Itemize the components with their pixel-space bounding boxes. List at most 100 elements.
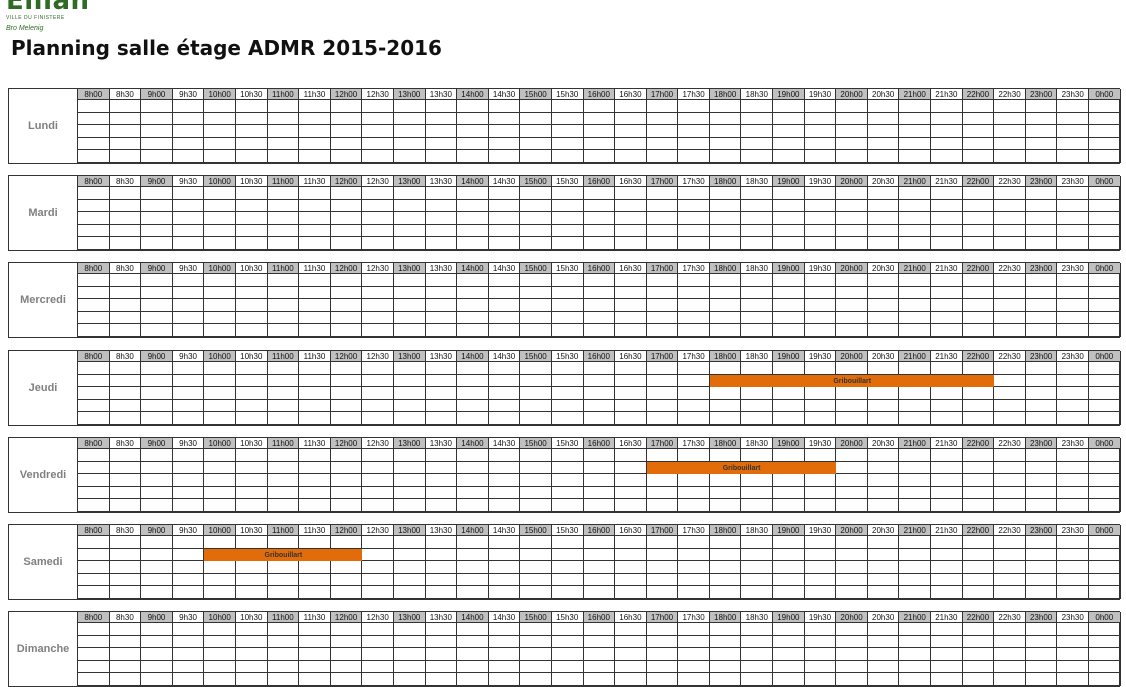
schedule-cell[interactable] — [678, 286, 710, 299]
schedule-cell[interactable] — [204, 573, 236, 586]
schedule-cell[interactable] — [583, 461, 616, 474]
schedule-cell[interactable] — [488, 586, 521, 599]
schedule-cell[interactable] — [551, 412, 584, 425]
schedule-cell[interactable] — [615, 673, 647, 686]
schedule-cell[interactable] — [678, 673, 710, 686]
schedule-cell[interactable] — [867, 125, 900, 138]
schedule-cell[interactable] — [867, 461, 900, 474]
schedule-cell[interactable] — [204, 212, 236, 225]
schedule-cell[interactable] — [615, 199, 647, 212]
schedule-cell[interactable] — [1057, 286, 1089, 299]
schedule-cell[interactable] — [362, 324, 394, 337]
schedule-cell[interactable] — [141, 623, 173, 636]
schedule-cell[interactable] — [393, 412, 426, 425]
schedule-cell[interactable] — [204, 499, 236, 512]
schedule-cell[interactable] — [425, 474, 458, 487]
schedule-cell[interactable] — [235, 212, 268, 225]
schedule-cell[interactable] — [867, 150, 900, 163]
schedule-cell[interactable] — [1089, 299, 1121, 312]
schedule-cell[interactable] — [931, 412, 963, 425]
schedule-cell[interactable] — [678, 635, 710, 648]
schedule-cell[interactable] — [931, 299, 963, 312]
schedule-cell[interactable] — [615, 237, 647, 250]
schedule-cell[interactable] — [804, 648, 837, 661]
schedule-cell[interactable] — [994, 486, 1026, 499]
schedule-cell[interactable] — [773, 187, 805, 200]
schedule-cell[interactable] — [583, 449, 616, 462]
schedule-cell[interactable] — [204, 648, 236, 661]
schedule-cell[interactable] — [299, 660, 331, 673]
schedule-cell[interactable] — [741, 387, 774, 400]
schedule-cell[interactable] — [836, 573, 868, 586]
schedule-cell[interactable] — [551, 399, 584, 412]
schedule-cell[interactable] — [172, 187, 205, 200]
schedule-cell[interactable] — [836, 224, 868, 237]
schedule-cell[interactable] — [457, 648, 489, 661]
schedule-cell[interactable] — [962, 412, 995, 425]
schedule-cell[interactable] — [362, 486, 394, 499]
schedule-cell[interactable] — [457, 212, 489, 225]
schedule-cell[interactable] — [235, 387, 268, 400]
schedule-cell[interactable] — [962, 137, 995, 150]
schedule-cell[interactable] — [646, 648, 679, 661]
schedule-cell[interactable] — [235, 299, 268, 312]
schedule-cell[interactable] — [1025, 125, 1058, 138]
schedule-cell[interactable] — [773, 137, 805, 150]
schedule-cell[interactable] — [520, 586, 552, 599]
schedule-cell[interactable] — [235, 274, 268, 287]
schedule-cell[interactable] — [172, 399, 205, 412]
schedule-cell[interactable] — [267, 412, 300, 425]
schedule-cell[interactable] — [1025, 137, 1058, 150]
schedule-cell[interactable] — [804, 548, 837, 561]
schedule-cell[interactable] — [457, 237, 489, 250]
schedule-cell[interactable] — [804, 412, 837, 425]
schedule-cell[interactable] — [615, 362, 647, 375]
schedule-cell[interactable] — [836, 125, 868, 138]
schedule-cell[interactable] — [457, 199, 489, 212]
schedule-cell[interactable] — [78, 112, 110, 125]
schedule-cell[interactable] — [994, 362, 1026, 375]
schedule-cell[interactable] — [836, 311, 868, 324]
schedule-cell[interactable] — [994, 137, 1026, 150]
schedule-cell[interactable] — [836, 112, 868, 125]
schedule-cell[interactable] — [741, 100, 774, 113]
schedule-cell[interactable] — [804, 100, 837, 113]
schedule-cell[interactable] — [78, 299, 110, 312]
schedule-cell[interactable] — [109, 536, 142, 549]
schedule-cell[interactable] — [551, 461, 584, 474]
schedule-cell[interactable] — [709, 573, 742, 586]
schedule-cell[interactable] — [488, 673, 521, 686]
schedule-cell[interactable] — [773, 112, 805, 125]
schedule-cell[interactable] — [931, 536, 963, 549]
schedule-cell[interactable] — [994, 548, 1026, 561]
schedule-cell[interactable] — [1057, 673, 1089, 686]
schedule-cell[interactable] — [299, 474, 331, 487]
schedule-cell[interactable] — [1025, 150, 1058, 163]
schedule-cell[interactable] — [804, 237, 837, 250]
schedule-cell[interactable] — [299, 299, 331, 312]
schedule-cell[interactable] — [1025, 586, 1058, 599]
schedule-cell[interactable] — [899, 536, 932, 549]
schedule-cell[interactable] — [804, 536, 837, 549]
schedule-cell[interactable] — [1057, 362, 1089, 375]
schedule-cell[interactable] — [962, 387, 995, 400]
schedule-cell[interactable] — [551, 536, 584, 549]
schedule-cell[interactable] — [646, 673, 679, 686]
schedule-cell[interactable] — [646, 635, 679, 648]
schedule-cell[interactable] — [773, 673, 805, 686]
schedule-cell[interactable] — [1089, 125, 1121, 138]
schedule-cell[interactable] — [235, 586, 268, 599]
schedule-cell[interactable] — [678, 660, 710, 673]
schedule-cell[interactable] — [551, 648, 584, 661]
schedule-cell[interactable] — [425, 561, 458, 574]
schedule-cell[interactable] — [646, 311, 679, 324]
schedule-cell[interactable] — [836, 474, 868, 487]
schedule-cell[interactable] — [646, 486, 679, 499]
schedule-cell[interactable] — [899, 286, 932, 299]
schedule-cell[interactable] — [393, 187, 426, 200]
schedule-cell[interactable] — [773, 362, 805, 375]
schedule-cell[interactable] — [994, 449, 1026, 462]
schedule-cell[interactable] — [678, 237, 710, 250]
schedule-cell[interactable] — [141, 635, 173, 648]
schedule-cell[interactable] — [615, 486, 647, 499]
